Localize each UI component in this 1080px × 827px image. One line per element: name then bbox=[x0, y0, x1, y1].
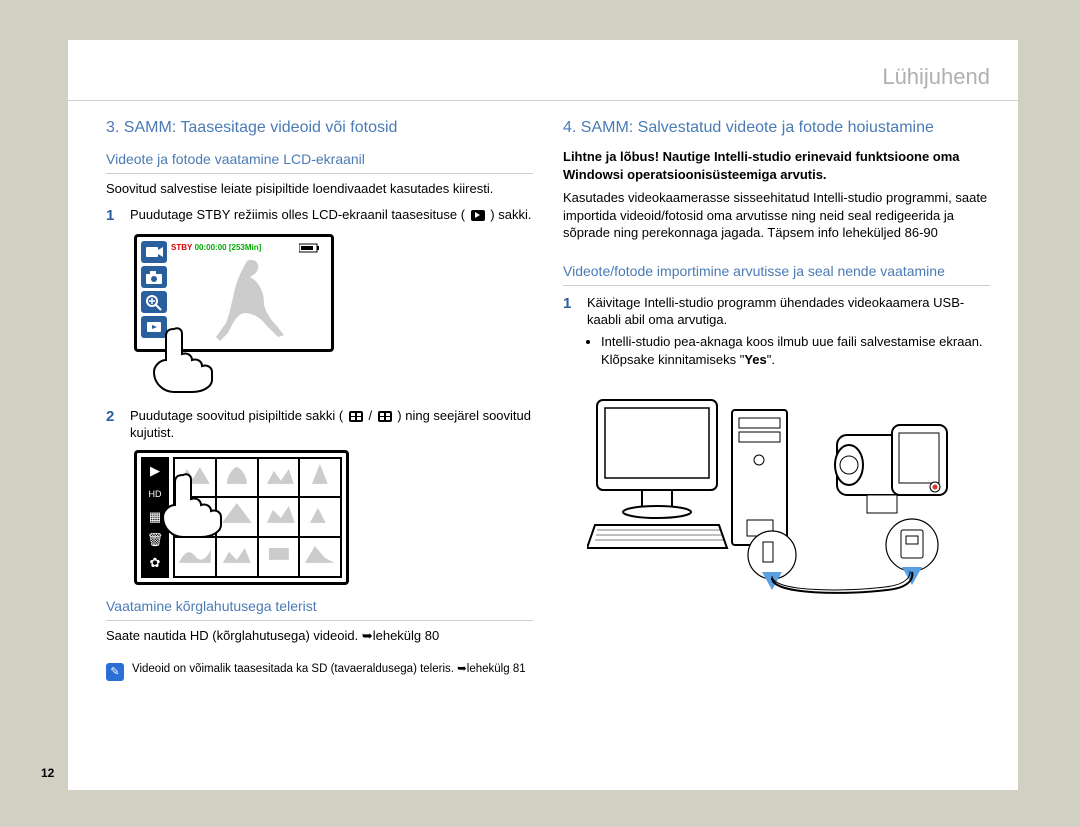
thumb-cell bbox=[259, 538, 299, 576]
left-column: 3. SAMM: Taasesitage videoid või fotosid… bbox=[106, 111, 533, 681]
pointing-hand-icon bbox=[155, 471, 225, 541]
sub-lcd-title: Videote ja fotode vaatamine LCD-ekraanil bbox=[106, 150, 533, 174]
thumb-cell bbox=[217, 538, 257, 576]
stby-label: STBY bbox=[171, 243, 192, 252]
bold-intro: Lihtne ja lõbus! Nautige Intelli-studio … bbox=[563, 148, 990, 183]
two-column-layout: 3. SAMM: Taasesitage videoid või fotosid… bbox=[68, 111, 1018, 681]
pc-connection-illustration bbox=[587, 390, 967, 600]
thumb-cell bbox=[300, 538, 340, 576]
bullet-item: Intelli-studio pea-aknaga koos ilmub uue… bbox=[601, 333, 990, 368]
step2-text-mid: / bbox=[368, 408, 375, 423]
bullet-list: Intelli-studio pea-aknaga koos ilmub uue… bbox=[587, 333, 990, 368]
video-mode-icon bbox=[141, 241, 167, 263]
yes-bold: Yes bbox=[744, 352, 766, 367]
sub-import-title: Videote/fotode importimine arvutisse ja … bbox=[563, 262, 990, 286]
step-body: Puudutage STBY režiimis olles LCD-ekraan… bbox=[130, 206, 533, 226]
lcd-grid-screen: ▶ HD ▦ 🗑 ✿ bbox=[134, 450, 349, 585]
figure-thumbnail-grid: ▶ HD ▦ 🗑 ✿ bbox=[134, 450, 364, 585]
thumb-cell bbox=[259, 459, 299, 497]
step-1: 1 Puudutage STBY režiimis olles LCD-ekra… bbox=[106, 206, 533, 226]
step1-text-a: Puudutage STBY režiimis olles LCD-ekraan… bbox=[130, 207, 465, 222]
step-body: Käivitage Intelli-studio programm ühenda… bbox=[587, 294, 990, 370]
thumb-cell bbox=[300, 459, 340, 497]
bullet-post: ". bbox=[767, 352, 775, 367]
note-icon: ✎ bbox=[106, 663, 124, 681]
right-column: 4. SAMM: Salvestatud videote ja fotode h… bbox=[563, 111, 990, 681]
pointing-hand-icon bbox=[144, 324, 224, 394]
step2-text-a: Puudutage soovitud pisipiltide sakki ( bbox=[130, 408, 343, 423]
figure-pc-camcorder bbox=[587, 390, 967, 600]
tv-text: Saate nautida HD (kõrglahutusega) videoi… bbox=[106, 627, 533, 645]
bullet-pre: Intelli-studio pea-aknaga koos ilmub uue… bbox=[601, 334, 983, 367]
step-number: 1 bbox=[563, 294, 577, 370]
zoom-icon bbox=[141, 291, 167, 313]
photo-thumb-icon bbox=[378, 411, 392, 422]
thumb-cell bbox=[175, 538, 215, 576]
step-2: 2 Puudutage soovitud pisipiltide sakki (… bbox=[106, 407, 533, 442]
intro-text: Soovitud salvestise leiate pisipiltide l… bbox=[106, 180, 533, 198]
page-header: Lühijuhend bbox=[68, 40, 1018, 101]
note-text: Videoid on võimalik taasesitada ka SD (t… bbox=[132, 662, 526, 678]
thumb-cell bbox=[300, 498, 340, 536]
thumb-cell bbox=[259, 498, 299, 536]
note-box: ✎ Videoid on võimalik taasesitada ka SD … bbox=[106, 662, 533, 681]
page-number: 12 bbox=[41, 765, 54, 781]
step-number: 1 bbox=[106, 206, 120, 226]
step4-title: 4. SAMM: Salvestatud videote ja fotode h… bbox=[563, 117, 990, 139]
figure-lcd-playback: STBY 00:00:00 [253Min] bbox=[134, 234, 344, 399]
play-tab-icon bbox=[471, 210, 485, 221]
step1-text-b: ) sakki. bbox=[490, 207, 531, 222]
rstep1-text: Käivitage Intelli-studio programm ühenda… bbox=[587, 295, 964, 328]
intelli-para: Kasutades videokaamerasse sisseehitatud … bbox=[563, 189, 990, 242]
step-number: 2 bbox=[106, 407, 120, 442]
sub-tv-title: Vaatamine kõrglahutusega telerist bbox=[106, 597, 533, 621]
photo-mode-icon bbox=[141, 266, 167, 288]
video-thumb-icon bbox=[349, 411, 363, 422]
step3-title: 3. SAMM: Taasesitage videoid või fotosid bbox=[106, 117, 533, 139]
manual-page: Lühijuhend 3. SAMM: Taasesitage videoid … bbox=[68, 40, 1018, 790]
battery-icon bbox=[299, 243, 327, 253]
step-body: Puudutage soovitud pisipiltide sakki ( /… bbox=[130, 407, 533, 442]
right-step-1: 1 Käivitage Intelli-studio programm ühen… bbox=[563, 294, 990, 370]
settings-icon: ✿ bbox=[144, 553, 166, 573]
time-label: 00:00:00 [253Min] bbox=[195, 243, 262, 252]
